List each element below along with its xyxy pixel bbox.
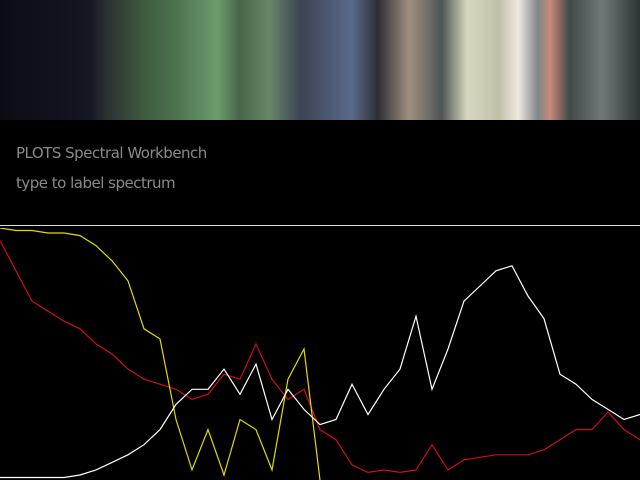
spectrum-line [0,265,640,479]
spectrum-line [0,240,640,474]
spectrum-plot [0,228,640,480]
spectrum-band [0,0,640,120]
spectrum-line [0,228,321,480]
divider [0,225,640,226]
label-input[interactable]: type to label spectrum [16,174,176,192]
app-title: PLOTS Spectral Workbench [16,144,207,162]
spectrum-image [0,0,640,120]
